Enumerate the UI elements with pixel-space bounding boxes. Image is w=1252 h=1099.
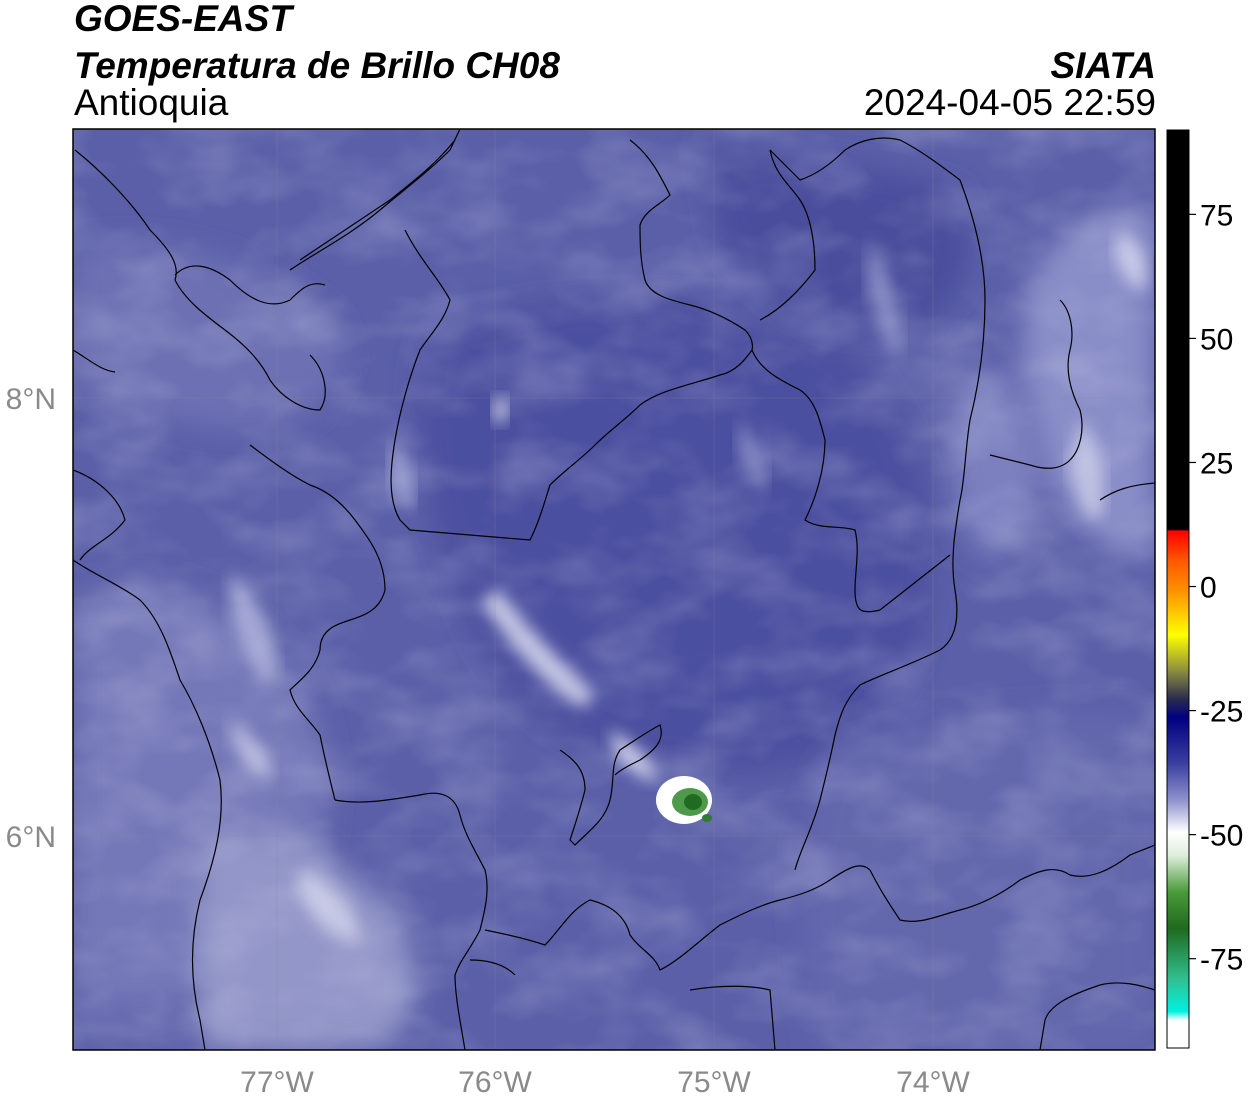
product-title: Temperatura de Brillo CH08 xyxy=(74,45,560,86)
y-tick-label: 6°N xyxy=(6,821,56,854)
colorbar-tick-label: 25 xyxy=(1200,447,1233,480)
x-tick-label: 77°W xyxy=(240,1066,314,1099)
colorbar-tick-label: -50 xyxy=(1200,820,1243,853)
region-label: Antioquia xyxy=(74,82,229,123)
x-tick-label: 75°W xyxy=(677,1066,751,1099)
y-tick-label: 8°N xyxy=(6,383,56,416)
colorbar-tick-label: 0 xyxy=(1200,572,1217,605)
brightness-temperature-field xyxy=(73,129,1155,1050)
x-axis-labels: 77°W 76°W 75°W 74°W xyxy=(240,1066,970,1099)
colorbar-tick-label: 50 xyxy=(1200,323,1233,356)
x-tick-label: 76°W xyxy=(458,1066,532,1099)
satellite-title: GOES-EAST xyxy=(74,0,292,39)
storm-cell xyxy=(656,776,712,824)
organization-label: SIATA xyxy=(1050,45,1156,86)
x-tick-label: 74°W xyxy=(896,1066,970,1099)
colorbar-tick-label: 75 xyxy=(1200,199,1233,232)
gridlines xyxy=(73,129,1155,1050)
administrative-boundaries xyxy=(73,129,1155,1050)
colorbar: 75 50 25 0 -25 -50 -75 xyxy=(1166,129,1243,1049)
colorbar-tick-label: -25 xyxy=(1200,696,1243,729)
map-frame xyxy=(72,128,1156,1051)
y-axis-labels: 8°N 6°N xyxy=(6,383,56,854)
timestamp-label: 2024-04-05 22:59 xyxy=(863,82,1156,123)
colorbar-tick-label: -75 xyxy=(1200,944,1243,977)
